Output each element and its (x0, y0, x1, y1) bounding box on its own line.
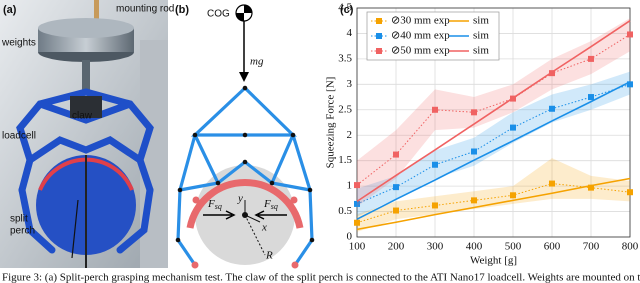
exp-marker (354, 182, 360, 189)
photo-label: weights (1, 38, 36, 49)
exp-marker (471, 197, 477, 204)
radius-label: R (265, 250, 273, 262)
y-tick-label: 0 (347, 231, 353, 243)
y-tick-label: 1 (347, 180, 353, 192)
exp-marker (471, 109, 477, 116)
plot-frame (356, 7, 631, 238)
caption: Figure 3: (a) Split-perch grasping mecha… (2, 272, 640, 283)
x-tick-label: 400 (466, 241, 483, 253)
x-tick-label: 600 (544, 241, 561, 253)
chart: 0 0.5 1 1.5 2 2.5 3 3.5 4 4.5 100 200 300 400 500 600 70… (325, 2, 639, 267)
exp-marker (354, 219, 360, 226)
photo-label: claw (72, 111, 93, 122)
exp-marker (549, 70, 555, 77)
x-tick-label: 100 (349, 241, 366, 253)
photo-label: mounting rod (116, 4, 174, 15)
sim-line (356, 81, 631, 220)
y-tick-label: 2.5 (338, 103, 352, 115)
legend-label: sim (473, 15, 489, 27)
exp-marker (510, 192, 516, 199)
legend-marker (376, 18, 382, 24)
x-tick-label: 800 (622, 241, 639, 253)
y-tick-label: 2 (347, 129, 353, 141)
photo-label: split (10, 214, 28, 225)
photo-label: perch (10, 226, 35, 237)
exp-line (356, 83, 631, 205)
photo-label: loadcell (2, 131, 36, 142)
exp-marker (432, 161, 438, 168)
exp-marker (432, 202, 438, 209)
error-band (357, 158, 630, 232)
y-tick-label: 1.5 (338, 154, 352, 166)
exp-marker (393, 207, 399, 214)
panel-label: (b) (175, 4, 189, 16)
exp-marker (627, 189, 633, 196)
x-tick-label: 700 (583, 241, 600, 253)
legend-label: sim (473, 45, 489, 57)
exp-marker (549, 180, 555, 187)
legend-marker (376, 48, 382, 54)
sim-line (356, 20, 631, 203)
legend-label: ⊘50 mm exp (391, 45, 450, 57)
exp-marker (471, 148, 477, 155)
exp-marker (432, 106, 438, 113)
cog-label: COG (207, 9, 230, 20)
panel-label: (c) (340, 4, 354, 16)
x-tick-label: 500 (505, 241, 522, 253)
exp-marker (627, 31, 633, 38)
exp-marker (588, 55, 594, 62)
legend-label: ⊘30 mm exp (391, 15, 450, 27)
exp-marker (510, 124, 516, 131)
exp-marker (393, 184, 399, 191)
exp-marker (549, 105, 555, 112)
x-tick-label: 200 (388, 241, 405, 253)
y-tick-label: 4.5 (338, 2, 352, 14)
y-tick-label: 3.5 (338, 52, 352, 64)
axis-label: x (261, 222, 267, 234)
exp-marker (354, 200, 360, 207)
x-axis-label: Weight [g] (470, 255, 517, 267)
axis-label: y (237, 193, 243, 205)
legend-label: sim (473, 30, 489, 42)
error-band (357, 71, 630, 217)
sim-line (356, 177, 631, 231)
legend-label: ⊘40 mm exp (391, 30, 450, 42)
legend-marker (376, 33, 382, 39)
exp-marker (393, 151, 399, 158)
panel-label: (a) (3, 4, 17, 16)
force-label: Fsq (207, 198, 222, 211)
y-tick-label: 3 (347, 78, 353, 90)
exp-marker (588, 94, 594, 101)
diagram: (b) COG mg Fsq Fsq y x R (175, 4, 315, 269)
exp-marker (588, 184, 594, 191)
force-label: Fsq (263, 198, 278, 211)
exp-marker (627, 81, 633, 88)
legend-box (366, 11, 500, 61)
y-tick-label: 4 (347, 27, 353, 39)
y-tick-label: 0.5 (338, 205, 352, 217)
photo: (a) mounting rod weights loadcell claw s… (0, 0, 174, 268)
x-tick-label: 300 (427, 241, 444, 253)
force-label: mg (250, 56, 264, 68)
exp-line (356, 34, 631, 186)
y-axis-label: Squeezing Force [N] (325, 77, 337, 169)
